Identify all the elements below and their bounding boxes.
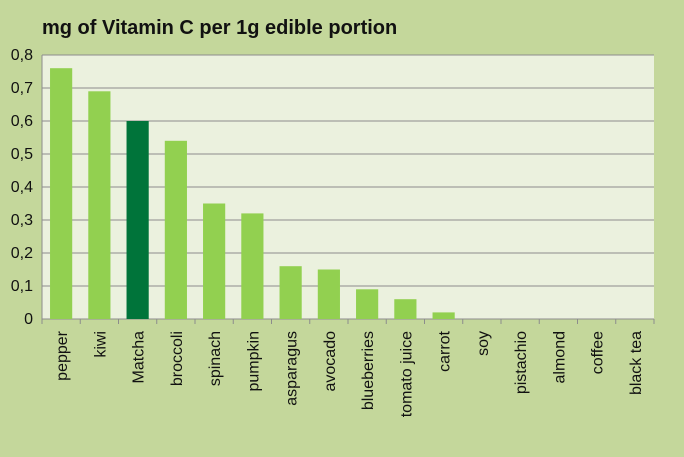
y-tick-label: 0,1	[11, 278, 33, 295]
y-tick-label: 0,3	[11, 212, 33, 229]
bar-tomato-juice	[394, 299, 417, 319]
bar-avocado	[317, 269, 340, 319]
bar-carrot	[432, 312, 455, 319]
category-label: pepper	[54, 330, 71, 380]
category-label: spinach	[207, 331, 224, 386]
y-tick-label: 0,8	[11, 47, 33, 64]
y-tick-label: 0,2	[11, 245, 33, 262]
y-tick-label: 0,7	[11, 80, 33, 97]
bar-kiwi	[88, 91, 111, 319]
category-label: asparagus	[284, 331, 301, 406]
category-label: blueberries	[360, 331, 377, 410]
y-tick-label: 0,6	[11, 113, 33, 130]
category-label: pistachio	[513, 331, 530, 394]
bar-broccoli	[164, 140, 187, 319]
category-label: coffee	[590, 331, 607, 374]
category-label: soy	[475, 331, 492, 356]
y-tick-label: 0,4	[11, 179, 33, 196]
y-tick-label: 0,5	[11, 146, 33, 163]
category-label: tomato juice	[398, 331, 415, 417]
category-label: pumpkin	[245, 331, 262, 391]
bar-asparagus	[279, 266, 302, 319]
bar-matcha	[126, 121, 149, 319]
category-label: broccoli	[169, 331, 186, 386]
bar-pumpkin	[241, 213, 264, 319]
bar-spinach	[203, 203, 226, 319]
category-label: kiwi	[92, 331, 109, 358]
bar-pepper	[50, 68, 73, 319]
category-label: almond	[551, 331, 568, 383]
y-tick-label: 0	[24, 311, 33, 328]
category-label: avocado	[322, 331, 339, 392]
category-label: carrot	[437, 330, 454, 371]
category-label: Matcha	[131, 331, 148, 384]
bar-blueberries	[356, 289, 379, 319]
category-label: black tea	[628, 331, 645, 395]
chart-title: mg of Vitamin C per 1g edible portion	[42, 17, 398, 39]
